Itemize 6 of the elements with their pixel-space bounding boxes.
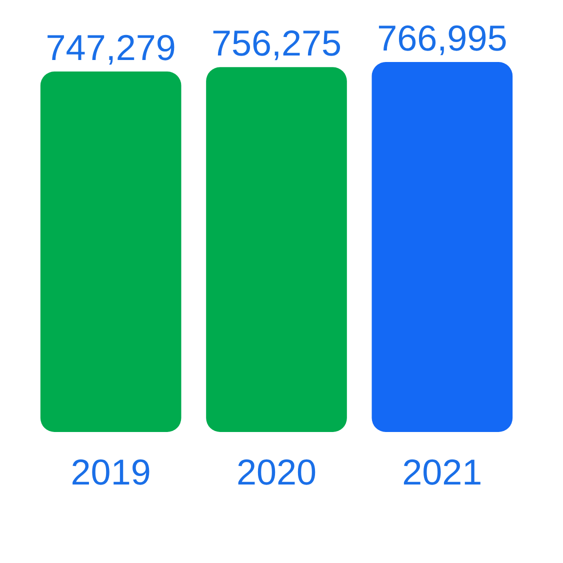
x-tick-label: 2020 — [236, 452, 317, 492]
data-label: 756,275 — [211, 22, 342, 64]
data-label: 766,995 — [377, 18, 508, 58]
x-tick-label: 2019 — [70, 452, 151, 492]
data-label: 747,279 — [46, 27, 176, 68]
x-tick-label: 2021 — [402, 452, 482, 492]
